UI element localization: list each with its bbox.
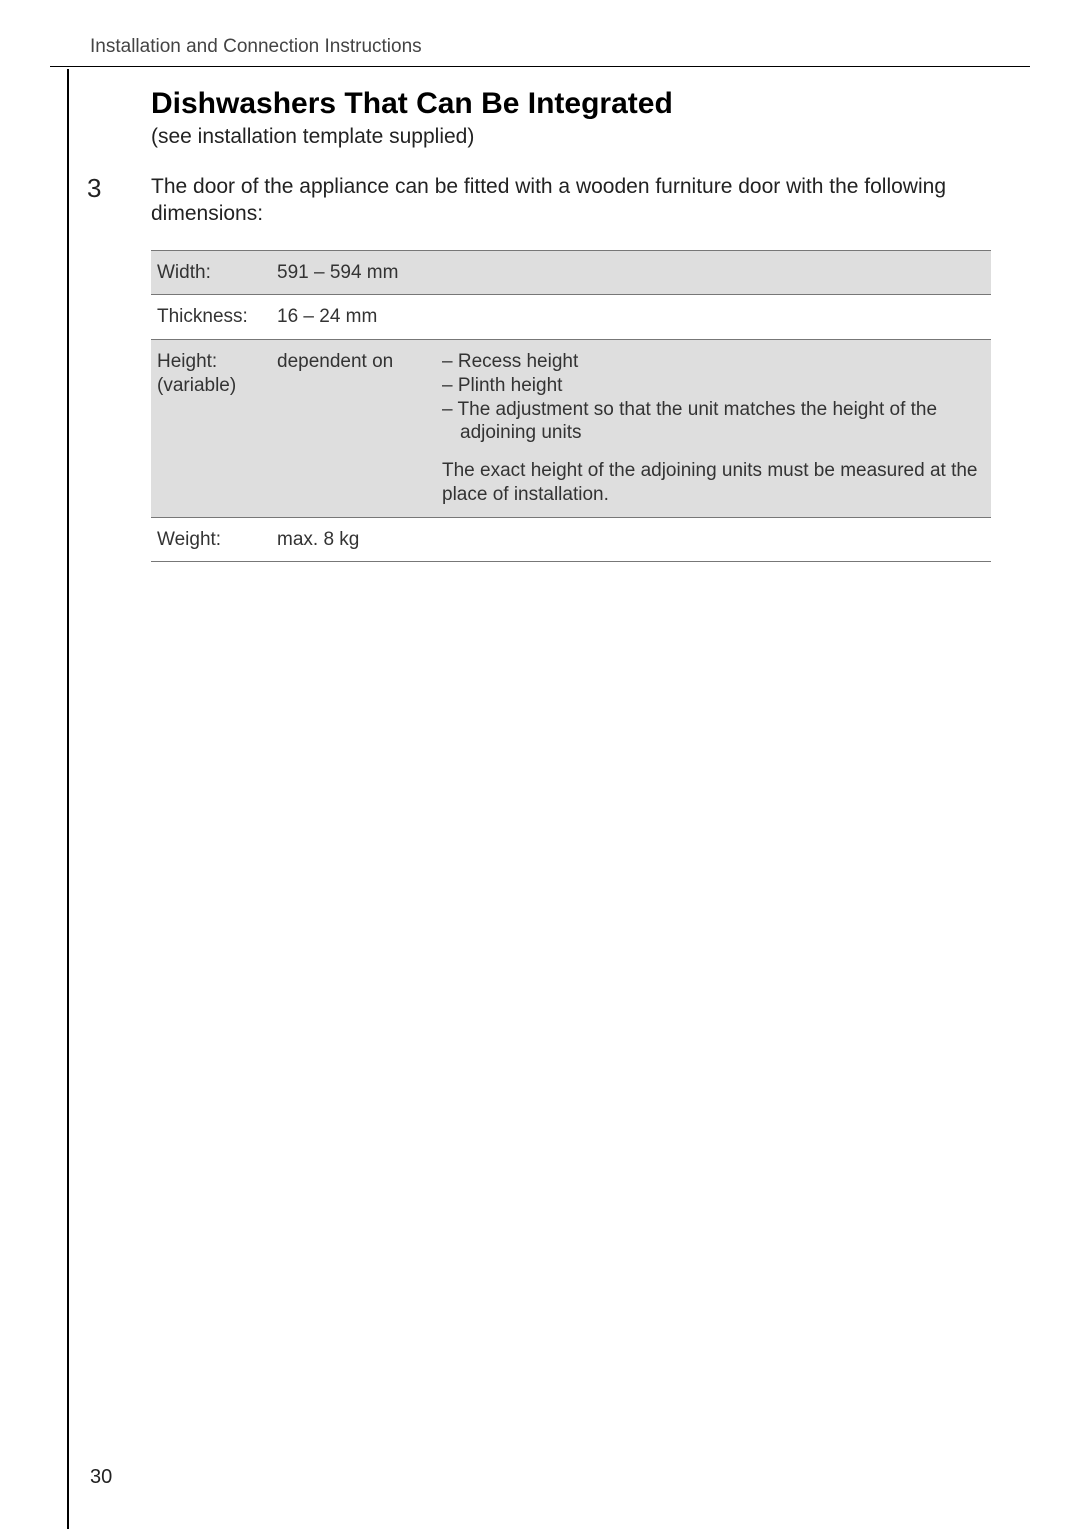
dim-value: dependent on bbox=[271, 340, 436, 518]
list-item: Recess height bbox=[442, 350, 979, 374]
dim-label: Height:(variable) bbox=[151, 340, 271, 518]
dim-notes bbox=[436, 250, 991, 295]
table-row: Height:(variable)dependent onRecess heig… bbox=[151, 340, 991, 518]
table-row: Thickness:16 – 24 mm bbox=[151, 295, 991, 340]
dim-label: Width: bbox=[151, 250, 271, 295]
list-item: Plinth height bbox=[442, 374, 979, 398]
vertical-rule bbox=[67, 69, 69, 1529]
running-header: Installation and Connection Instructions bbox=[90, 36, 1030, 66]
section-subtitle: (see installation template supplied) bbox=[151, 125, 1030, 149]
section-title: Dishwashers That Can Be Integrated bbox=[151, 87, 1030, 121]
intro-paragraph: The door of the appliance can be fitted … bbox=[151, 173, 1030, 228]
notes-paragraph: The exact height of the adjoining units … bbox=[442, 459, 979, 507]
dim-value: max. 8 kg bbox=[271, 517, 436, 562]
dim-value: 16 – 24 mm bbox=[271, 295, 436, 340]
page-number: 30 bbox=[90, 1466, 112, 1489]
dim-notes: Recess heightPlinth heightThe adjustment… bbox=[436, 340, 991, 518]
table-row: Weight:max. 8 kg bbox=[151, 517, 991, 562]
table-row: Width:591 – 594 mm bbox=[151, 250, 991, 295]
notes-list: Recess heightPlinth heightThe adjustment… bbox=[442, 350, 979, 445]
dim-label: Weight: bbox=[151, 517, 271, 562]
list-item: The adjustment so that the unit matches … bbox=[442, 398, 979, 446]
dim-label: Thickness: bbox=[151, 295, 271, 340]
step-number: 3 bbox=[87, 173, 101, 204]
dim-value: 591 – 594 mm bbox=[271, 250, 436, 295]
dim-notes bbox=[436, 295, 991, 340]
dim-notes bbox=[436, 517, 991, 562]
dimensions-table: Width:591 – 594 mmThickness:16 – 24 mmHe… bbox=[151, 250, 991, 563]
